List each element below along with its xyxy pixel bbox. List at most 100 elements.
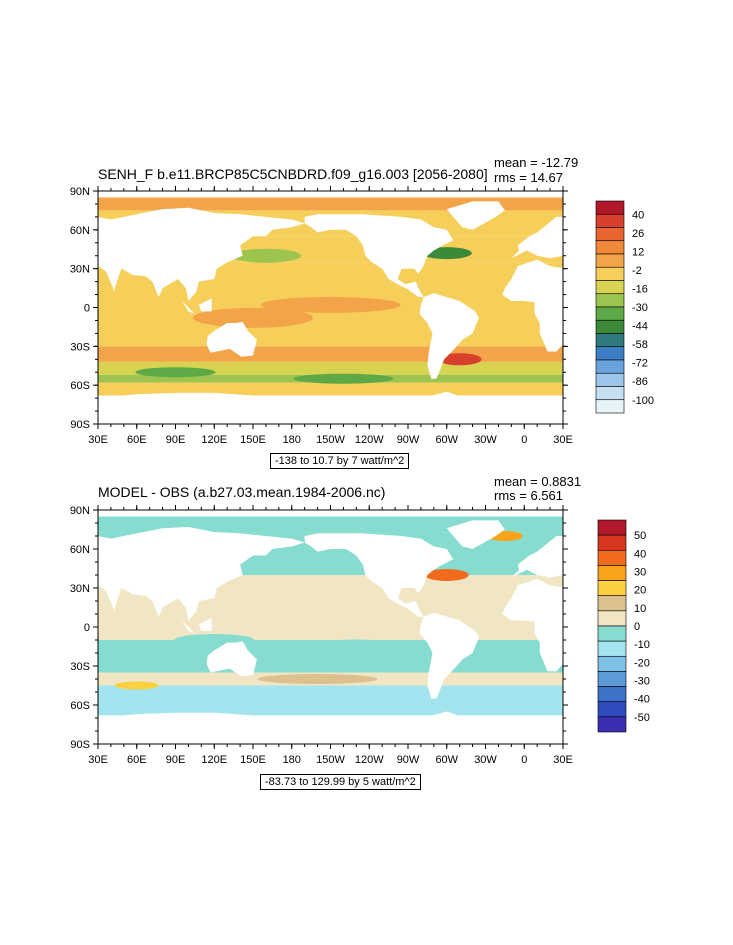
colorbar-swatch	[597, 519, 627, 536]
y-tick-label: 90N	[70, 505, 90, 517]
colorbar-label: 0	[634, 621, 640, 633]
x-tick-label: 60W	[435, 754, 458, 766]
x-tick-label: 150E	[240, 754, 266, 766]
y-tick-label: 90S	[70, 739, 90, 751]
y-tick-label: 30S	[70, 661, 90, 673]
y-tick-label: 60N	[70, 544, 90, 556]
y-tick-label: 60S	[70, 700, 90, 712]
land-mass	[182, 301, 195, 314]
land-mass	[98, 526, 305, 621]
x-tick-label: 90E	[166, 754, 186, 766]
x-tick-label: 0	[521, 434, 527, 446]
colorbar-label: -10	[634, 639, 650, 651]
land-mass	[502, 259, 563, 352]
colorbar-label: 50	[634, 530, 646, 542]
colorbar-swatch	[597, 655, 627, 672]
field-band	[98, 516, 563, 533]
contour-info: -83.73 to 129.99 by 5 watt/m^2	[260, 774, 421, 790]
contour-info: -138 to 10.7 by 7 watt/m^2	[270, 453, 410, 469]
field-feature	[114, 681, 159, 690]
y-tick-label: 30S	[70, 341, 90, 353]
colorbar-label: 30	[634, 566, 646, 578]
x-tick-label: 150E	[240, 434, 266, 446]
land-mass	[511, 536, 563, 578]
x-tick-label: 120W	[355, 754, 384, 766]
colorbar-swatch	[597, 580, 627, 597]
colorbar-swatch	[597, 610, 627, 627]
x-tick-label: 30E	[88, 434, 108, 446]
colorbar-swatch	[597, 549, 627, 566]
land-mass	[206, 321, 257, 357]
colorbar-swatch	[597, 686, 627, 703]
field-feature	[193, 307, 313, 328]
colorbar-label: -86	[632, 376, 648, 388]
land-mass	[198, 617, 212, 631]
colorbar-label: -72	[632, 358, 648, 370]
y-tick-label: 30N	[70, 264, 90, 276]
colorbar-label: 26	[632, 228, 644, 240]
x-tick-label: 120E	[201, 754, 227, 766]
rms-label: rms = 6.561	[494, 488, 564, 503]
field-band	[98, 685, 563, 699]
colorbar-label: -40	[634, 694, 650, 706]
colorbar-label: 40	[634, 548, 646, 560]
rms-label: rms = 14.67	[494, 170, 564, 185]
x-tick-label: 90W	[397, 434, 420, 446]
x-tick-label: 150W	[316, 434, 345, 446]
field-feature	[293, 373, 394, 384]
colorbar-swatch	[597, 716, 627, 733]
colorbar-label: -50	[634, 712, 650, 724]
map-plot: 30E 60E 90E 120E 150E 180 150W 120W 90W 60W 30W 0 30…	[70, 186, 654, 446]
panel-title: MODEL - OBS (a.b27.03.mean.1984-2006.nc)	[98, 484, 386, 500]
x-tick-label: 30E	[553, 434, 573, 446]
field-band	[98, 197, 563, 211]
x-tick-label: 180	[283, 754, 301, 766]
x-tick-label: 60E	[127, 754, 147, 766]
y-tick-label: 0	[84, 303, 90, 315]
field-band	[98, 698, 563, 716]
x-tick-label: 30W	[474, 434, 497, 446]
x-tick-label: 30E	[553, 754, 573, 766]
colorbar-label: -20	[634, 657, 650, 669]
x-tick-label: 0	[521, 754, 527, 766]
x-tick-label: 60E	[127, 434, 147, 446]
colorbar-swatch	[597, 701, 627, 718]
land-mass	[98, 207, 305, 301]
y-tick-label: 60N	[70, 225, 90, 237]
colorbar-label: 20	[634, 585, 646, 597]
panel-title: SENH_F b.e11.BRCP85C5CNBDRD.f09_g16.003 …	[98, 166, 488, 182]
colorbar-swatch	[597, 534, 627, 551]
colorbar-swatch	[597, 640, 627, 657]
land-mass	[182, 620, 195, 634]
land-mass	[304, 533, 454, 617]
map-field	[98, 516, 563, 744]
land-mass	[304, 214, 454, 298]
map-field	[98, 197, 563, 424]
mean-label: mean = 0.8831	[494, 474, 582, 489]
colorbar-label: -58	[632, 339, 648, 351]
land-mass	[419, 612, 479, 699]
x-tick-label: 150W	[316, 754, 345, 766]
colorbar-label: -100	[632, 395, 654, 407]
field-feature	[437, 353, 482, 366]
field-feature	[424, 569, 469, 581]
field-band	[98, 614, 563, 640]
mean-label: mean = -12.79	[494, 155, 579, 170]
map-plot: 30E 60E 90E 120E 150E 180 150W 120W 90W 60W 30W 0 30…	[70, 505, 650, 766]
y-tick-label: 90N	[70, 186, 90, 198]
land-mass	[419, 293, 479, 379]
x-tick-label: 90E	[166, 434, 186, 446]
land-mass	[98, 391, 563, 424]
colorbar-swatch	[597, 565, 627, 581]
field-feature	[316, 639, 397, 654]
field-feature	[230, 248, 301, 263]
land-mass	[511, 216, 563, 259]
colorbar-label: 12	[632, 246, 644, 258]
colorbar-label: 10	[634, 603, 646, 615]
land-mass	[446, 201, 505, 230]
land-mass	[198, 298, 212, 312]
field-feature	[257, 674, 378, 684]
field-feature	[260, 296, 401, 313]
x-tick-label: 120W	[355, 434, 384, 446]
colorbar-label: 40	[632, 209, 644, 221]
